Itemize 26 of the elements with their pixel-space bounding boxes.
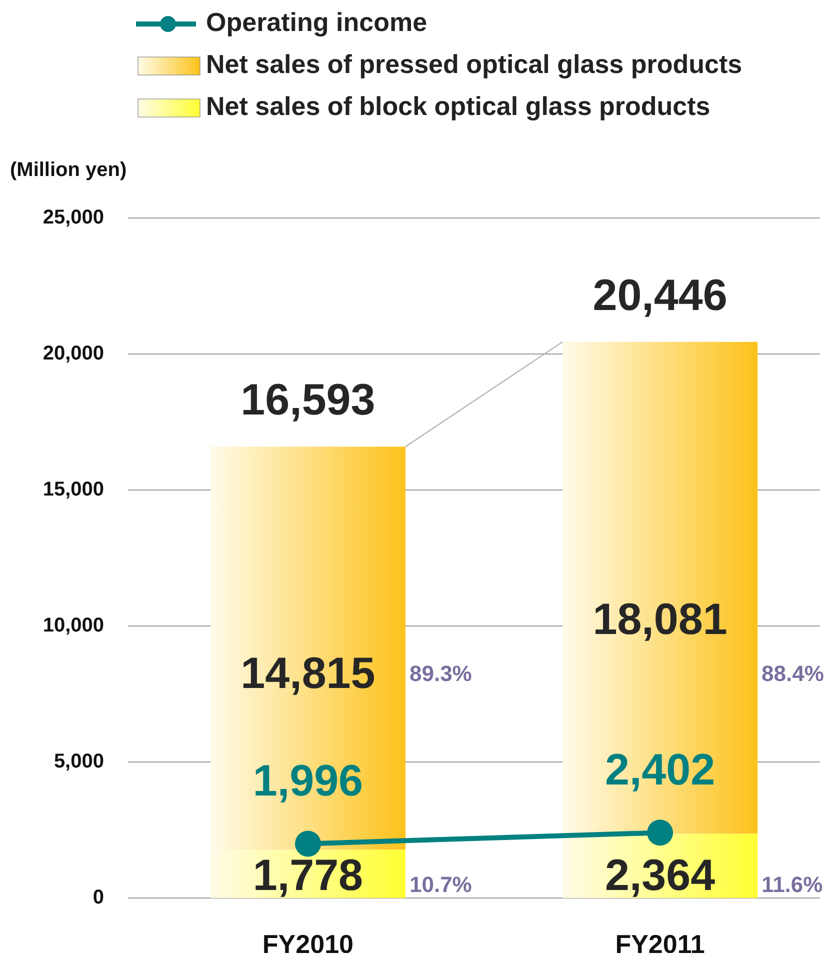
y-tick-label: 10,000	[42, 614, 104, 636]
data-label: 2,402	[604, 746, 716, 795]
x-tick-label: FY2010	[262, 929, 354, 959]
legend-label: Net sales of pressed optical glass products	[206, 48, 742, 79]
data-label: 18,081	[592, 594, 728, 644]
legend-label: Operating income	[206, 6, 428, 37]
data-label: 1,996	[252, 756, 364, 806]
total-label: 16,593	[240, 376, 376, 425]
y-tick-label: 15,000	[42, 478, 104, 500]
y-tick-label: 20,000	[42, 342, 104, 364]
annotation: 10.7%	[409, 872, 472, 897]
legend-label: Net sales of block optical glass products	[206, 90, 710, 121]
annotation: 88.4%	[762, 660, 824, 686]
total-label: 20,446	[592, 270, 728, 320]
annotation: 89.3%	[409, 660, 472, 686]
x-tick-label: FY2011	[615, 929, 705, 959]
annotation: 11.6%	[762, 872, 823, 897]
data-label: 14,815	[240, 648, 376, 698]
bar	[562, 342, 758, 834]
data-label: 1,778	[252, 851, 364, 900]
bar	[210, 446, 406, 850]
data-label: 2,364	[604, 851, 716, 900]
y-axis-title: (Million yen)	[10, 159, 127, 181]
y-tick-label: 25,000	[42, 206, 104, 228]
y-tick-label: 0	[92, 886, 104, 908]
y-tick-label: 5,000	[54, 750, 104, 772]
